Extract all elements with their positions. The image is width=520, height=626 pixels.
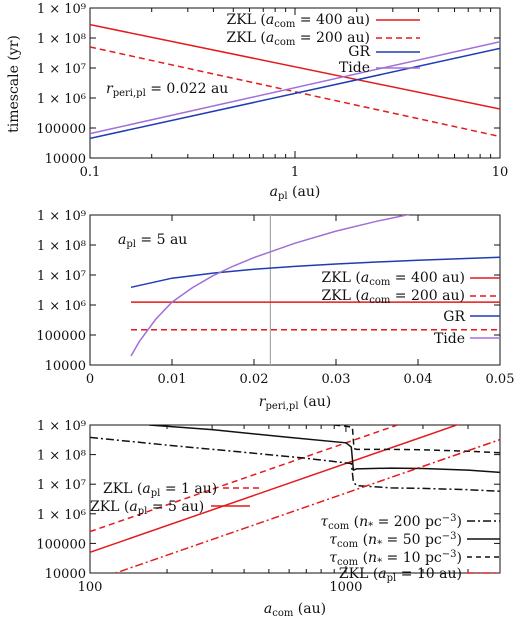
y-tick-label: 1 × 10⁶ bbox=[37, 92, 86, 107]
y-tick-label: 10000 bbox=[45, 152, 86, 167]
annotation-apl: apl = 5 au bbox=[118, 232, 187, 250]
y-tick-label: 100000 bbox=[36, 537, 86, 552]
x-tick-label: 0.01 bbox=[158, 372, 187, 387]
legend-label: GR bbox=[443, 309, 465, 325]
legend-label: ZKL (apl = 10 au) bbox=[339, 566, 462, 584]
legend-label: τcom (n* = 200 pc−3) bbox=[320, 513, 462, 532]
panel-bottom: 10000 100000 1 × 10⁶ 1 × 10⁷ 1 × 10⁸ 1 × 10⁹ 1… bbox=[36, 419, 501, 619]
x-tick-label: 0.02 bbox=[240, 372, 269, 387]
y-tick-label: 1 × 10⁶ bbox=[37, 508, 86, 523]
panel-middle-frame bbox=[89, 214, 501, 366]
legend-label: ZKL (apl = 5 au) bbox=[90, 499, 204, 517]
y-tick-label: 10000 bbox=[45, 567, 86, 582]
legend-label: ZKL (acom = 400 au) bbox=[226, 12, 370, 30]
series-line bbox=[334, 425, 500, 454]
y-tick-label: 1 × 10⁶ bbox=[37, 299, 86, 314]
x-axis-label: acom (au) bbox=[264, 601, 326, 619]
series-line bbox=[90, 436, 500, 492]
y-tick-label: 100000 bbox=[36, 122, 86, 137]
panel-middle: 10000 100000 1 × 10⁶ 1 × 10⁷ 1 × 10⁸ 1 × 10⁹ 0… bbox=[36, 209, 515, 412]
x-tick-label: 1000 bbox=[329, 580, 362, 595]
legend-label: τcom (n* = 10 pc−3) bbox=[329, 549, 462, 568]
y-tick-label: 1 × 10⁷ bbox=[37, 62, 86, 77]
annotation-rperi: rperi,pl = 0.022 au bbox=[106, 81, 228, 99]
x-axis-label: apl (au) bbox=[270, 184, 321, 202]
y-axis-label: timescale (yr) bbox=[6, 35, 22, 133]
y-tick-label: 1 × 10⁸ bbox=[37, 449, 86, 464]
series-line bbox=[130, 256, 500, 289]
x-tick-label: 1 bbox=[291, 165, 299, 180]
panel-top: 10000 100000 1 × 10⁶ 1 × 10⁷ 1 × 10⁸ 1 × 10⁹ 0… bbox=[6, 2, 508, 202]
y-tick-label: 100000 bbox=[36, 329, 86, 344]
y-tick-label: 1 × 10⁹ bbox=[37, 209, 86, 224]
legend-label: ZKL (apl = 1 au) bbox=[103, 481, 217, 499]
x-tick-label: 0.05 bbox=[486, 372, 515, 387]
legend-label: ZKL (acom = 200 au) bbox=[321, 288, 465, 306]
legend-label: τcom (n* = 50 pc−3) bbox=[329, 531, 462, 550]
series-line bbox=[130, 215, 411, 357]
x-tick-label: 0.03 bbox=[322, 372, 351, 387]
series-line bbox=[90, 23, 500, 110]
series-line bbox=[148, 425, 500, 474]
y-tick-label: 1 × 10⁹ bbox=[37, 419, 86, 434]
legend-label: GR bbox=[348, 44, 370, 60]
y-tick-label: 1 × 10⁹ bbox=[37, 2, 86, 17]
y-tick-label: 1 × 10⁸ bbox=[37, 32, 86, 47]
series-line bbox=[90, 425, 400, 533]
legend-bottom-right: τcom (n* = 200 pc−3) τcom (n* = 50 pc−3)… bbox=[320, 513, 500, 584]
legend-label: Tide bbox=[339, 60, 370, 76]
legend-label: ZKL (acom = 400 au) bbox=[321, 270, 465, 288]
y-tick-label: 10000 bbox=[45, 359, 86, 374]
series-line bbox=[90, 425, 460, 554]
y-tick-label: 1 × 10⁷ bbox=[37, 478, 86, 493]
legend-label: Tide bbox=[434, 331, 465, 347]
x-tick-label: 0.04 bbox=[404, 372, 433, 387]
legend-label: ZKL (acom = 200 au) bbox=[226, 30, 370, 48]
x-tick-label: 100 bbox=[78, 580, 103, 595]
legend-top: ZKL (acom = 400 au) ZKL (acom = 200 au) … bbox=[226, 12, 420, 76]
y-tick-label: 1 × 10⁸ bbox=[37, 239, 86, 254]
x-tick-label: 0 bbox=[86, 372, 94, 387]
legend-middle: ZKL (acom = 400 au) ZKL (acom = 200 au) … bbox=[321, 270, 500, 347]
x-tick-label: 10 bbox=[492, 165, 509, 180]
legend-bottom-left: ZKL (apl = 1 au) ZKL (apl = 5 au) bbox=[90, 481, 262, 517]
panel-bottom-frame bbox=[89, 424, 501, 574]
series-line bbox=[90, 47, 500, 140]
y-tick-label: 1 × 10⁷ bbox=[37, 269, 86, 284]
series-line bbox=[90, 40, 500, 135]
x-tick-label: 0.1 bbox=[80, 165, 101, 180]
x-axis-label: rperi,pl (au) bbox=[259, 394, 332, 412]
